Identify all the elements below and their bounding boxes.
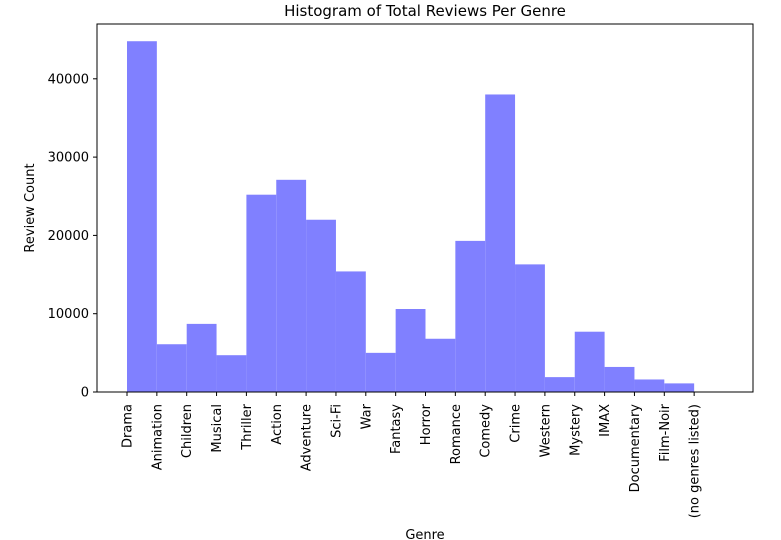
bar-romance	[455, 240, 486, 392]
bars	[127, 41, 695, 393]
y-tick-label: 40000	[48, 72, 89, 87]
x-tick-label: Fantasy	[389, 404, 404, 454]
x-tick-label: Mystery	[568, 404, 583, 456]
bar-horror	[425, 338, 456, 392]
x-tick-label: Adventure	[300, 404, 315, 471]
x-axis: Drama Animation Children Musical Thriller Act…	[121, 392, 703, 518]
x-tick-label: Children	[180, 404, 195, 458]
bar-animation	[156, 344, 187, 392]
y-axis-label: Review Count	[23, 163, 38, 252]
bar-children	[186, 323, 217, 392]
x-tick-label: Film-Noir	[658, 403, 673, 461]
bar-thriller	[246, 194, 277, 392]
bar-documentary	[634, 379, 665, 392]
bar-mystery	[574, 331, 605, 392]
y-tick-label: 30000	[48, 151, 89, 166]
x-tick-label: Action	[270, 404, 285, 445]
x-tick-label: Sci-Fi	[329, 404, 344, 438]
x-tick-label: Documentary	[628, 404, 643, 493]
x-tick-label: Romance	[449, 404, 464, 464]
bar-war	[365, 352, 396, 392]
bar-action	[276, 179, 307, 392]
bar-film-noir	[664, 383, 695, 392]
bar-western	[544, 377, 575, 392]
x-tick-label: IMAX	[598, 404, 613, 437]
bar-sci-fi	[335, 271, 366, 392]
bar-imax	[604, 366, 635, 392]
x-tick-label: Western	[538, 404, 553, 457]
x-tick-label: Thriller	[240, 403, 255, 450]
chart-title: Histogram of Total Reviews Per Genre	[284, 2, 566, 20]
x-axis-label: Genre	[405, 528, 444, 540]
y-tick-label: 0	[81, 386, 89, 401]
bar-fantasy	[395, 309, 426, 392]
bar-crime	[515, 264, 545, 392]
x-tick-label: Crime	[509, 404, 524, 443]
bar-comedy	[485, 94, 516, 393]
y-tick-label: 10000	[48, 307, 89, 322]
x-tick-label: Horror	[419, 403, 434, 445]
x-tick-label: Drama	[121, 404, 136, 448]
bar-musical	[216, 355, 247, 392]
y-tick-label: 20000	[48, 229, 89, 244]
x-tick-label: War	[359, 403, 374, 429]
x-tick-label: (no genres listed)	[688, 404, 703, 518]
x-tick-label: Musical	[210, 404, 225, 453]
x-tick-label: Animation	[150, 404, 165, 470]
bar-drama	[127, 41, 157, 393]
y-axis: 0 10000 20000 30000 40000	[48, 72, 97, 401]
x-tick-label: Comedy	[479, 404, 494, 458]
bar-adventure	[306, 219, 336, 392]
